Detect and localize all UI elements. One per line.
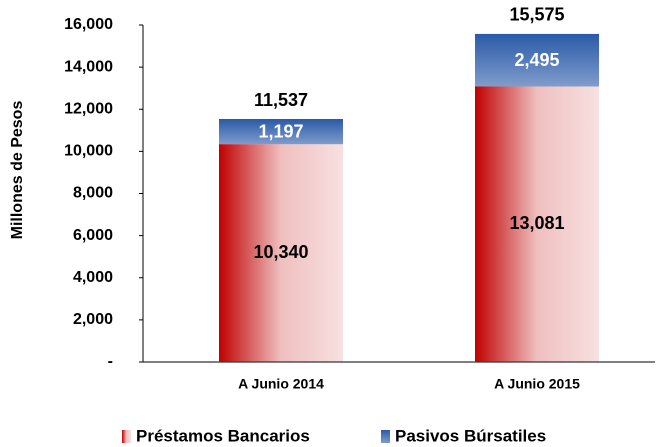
y-tick-label: 10,000 xyxy=(64,143,113,160)
y-tick-label: 2,000 xyxy=(73,311,113,328)
y-axis-label: Millones de Pesos xyxy=(9,101,26,240)
y-tick-label: 12,000 xyxy=(64,100,113,117)
x-tick-label: A Junio 2014 xyxy=(238,376,324,392)
value-label: 13,081 xyxy=(509,213,564,233)
y-tick-label: 14,000 xyxy=(64,58,113,75)
value-label: 2,495 xyxy=(514,50,559,70)
legend-label: Préstamos Bancarios xyxy=(136,426,310,445)
bar-segment xyxy=(219,119,343,145)
value-label: 10,340 xyxy=(253,242,308,262)
y-tick-label: 6,000 xyxy=(73,227,113,244)
bar-segment xyxy=(475,33,599,87)
x-tick-label: A Junio 2015 xyxy=(494,376,580,392)
y-tick-label: 4,000 xyxy=(73,269,113,286)
value-label: 1,197 xyxy=(258,121,303,141)
total-label: 15,575 xyxy=(509,5,564,25)
legend-marker xyxy=(381,430,390,443)
y-tick-label: - xyxy=(108,353,113,370)
bar-segment xyxy=(475,86,599,362)
y-tick-label: 8,000 xyxy=(73,185,113,202)
total-label: 11,537 xyxy=(254,90,308,110)
legend-marker xyxy=(122,430,131,443)
bar-segment xyxy=(219,144,343,362)
legend-label: Pasivos Búrsatiles xyxy=(395,426,546,445)
y-tick-label: 16,000 xyxy=(64,16,113,33)
